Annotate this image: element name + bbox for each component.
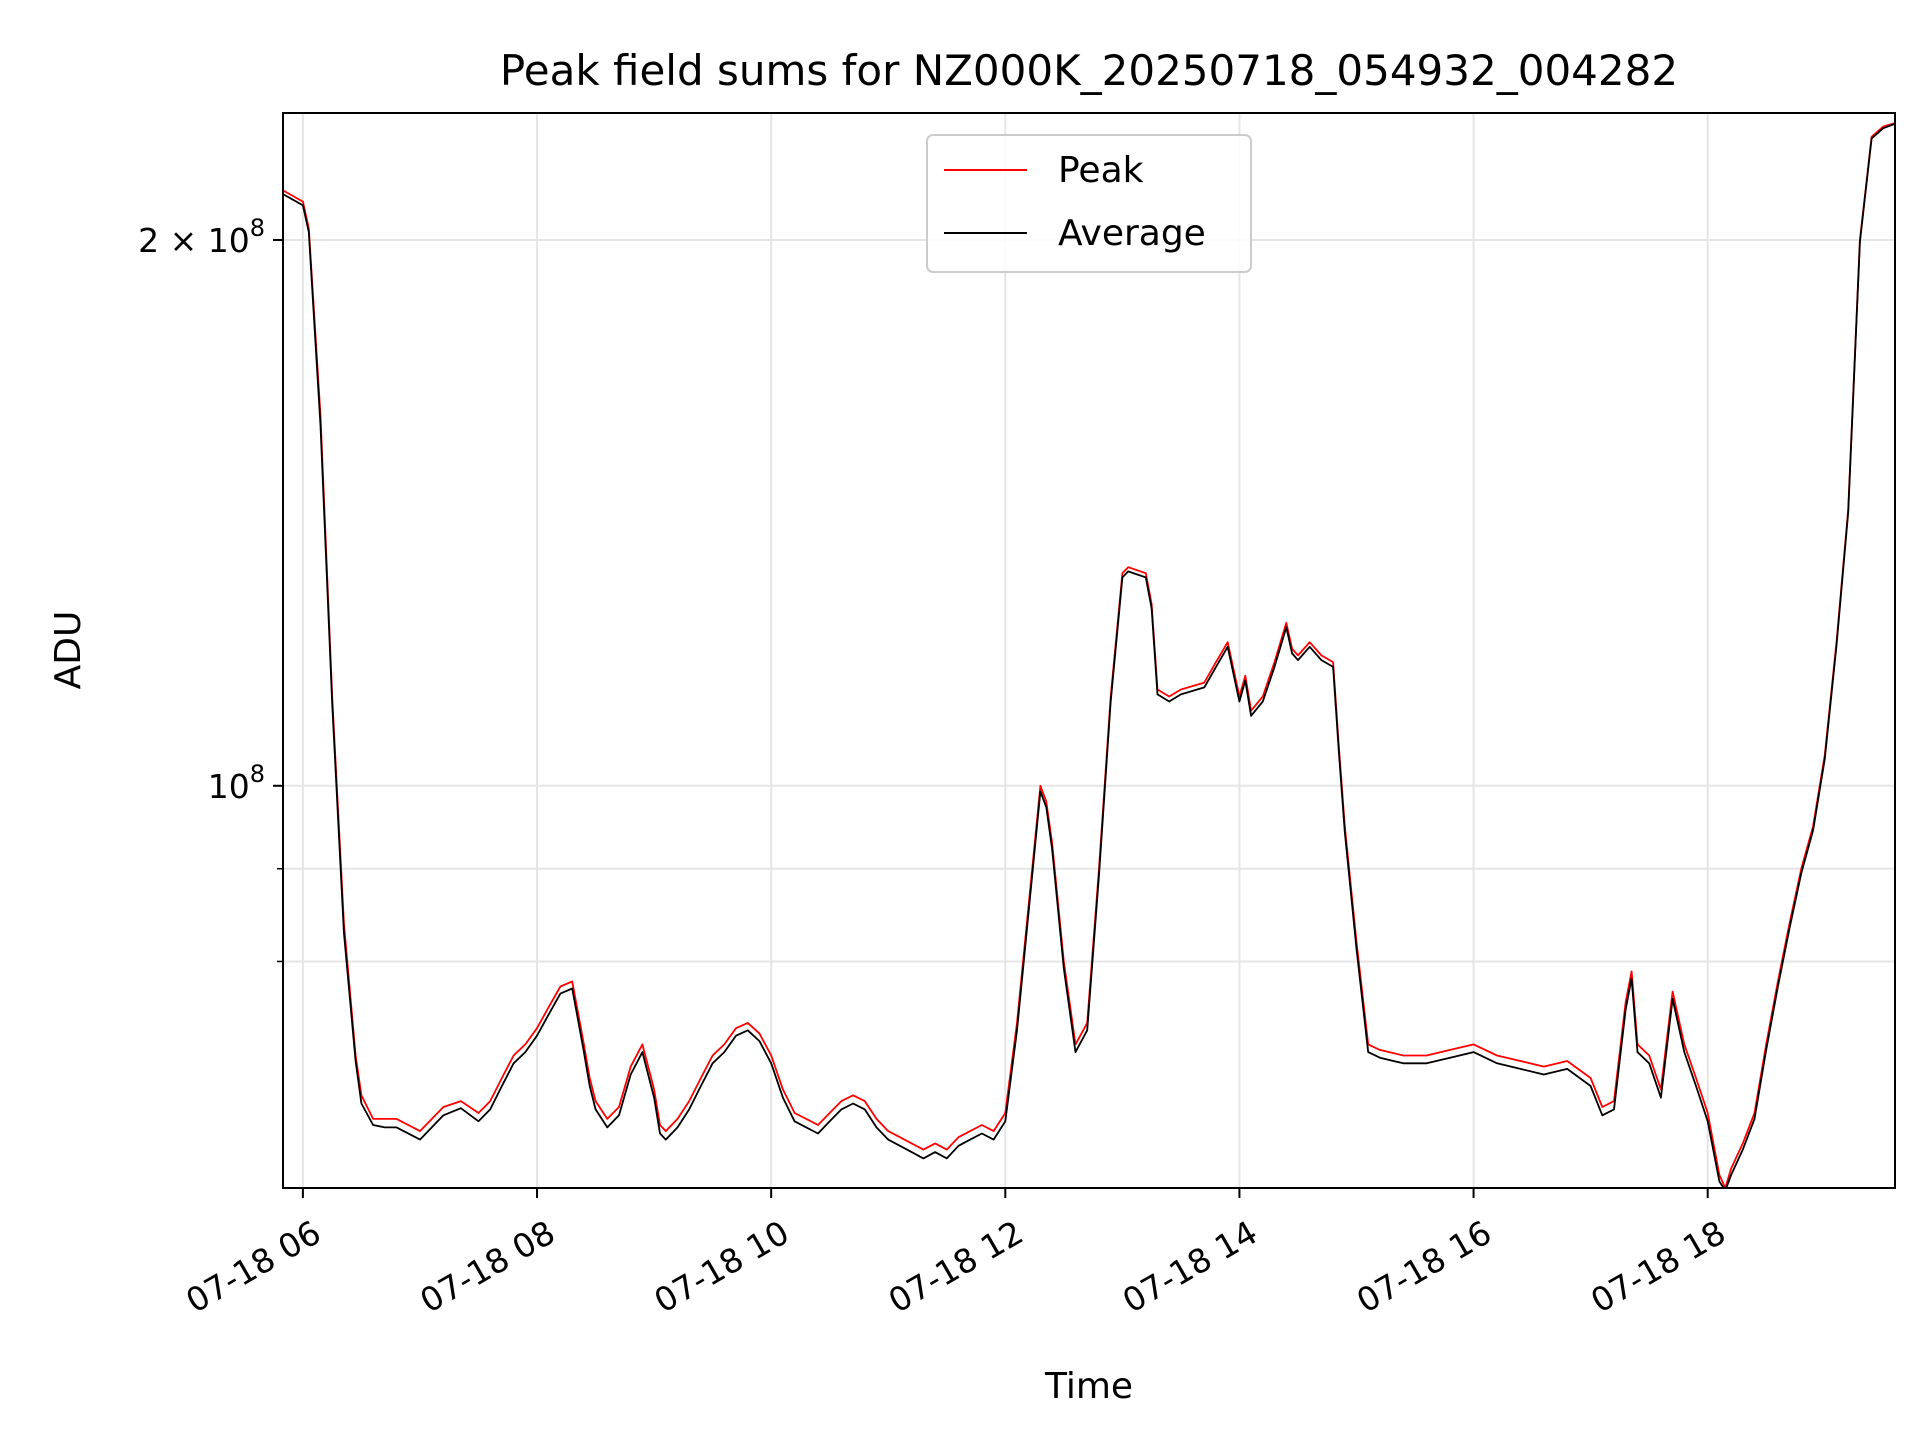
legend-label-average: Average: [1058, 213, 1206, 254]
legend: Peak Average: [926, 134, 1252, 273]
plot-area: [283, 122, 1895, 1188]
grid-lines: [283, 113, 1895, 1188]
y-axis: 108 2 × 108: [138, 214, 283, 963]
x-axis-label: Time: [1044, 1366, 1133, 1407]
y-tick-label: 2 × 108: [138, 214, 265, 260]
chart-title: Peak field sums for NZ000K_20250718_0549…: [500, 46, 1678, 95]
series-line-average: [283, 122, 1895, 1188]
plot-frame: [282, 112, 1896, 1189]
legend-label-peak: Peak: [1058, 150, 1144, 191]
y-tick-label: 108: [208, 760, 265, 806]
y-axis-label: ADU: [48, 611, 89, 690]
